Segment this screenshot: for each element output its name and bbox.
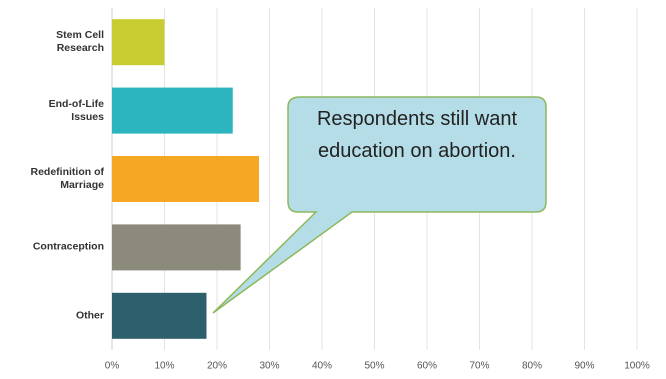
category-label: Other xyxy=(75,309,104,322)
bar xyxy=(112,292,207,339)
x-tick-label: 50% xyxy=(364,361,384,372)
category-label: Redefinition of Marriage xyxy=(30,166,105,191)
x-tick-label: 40% xyxy=(312,361,332,372)
x-tick-label: 90% xyxy=(574,361,594,372)
category-label: Contraception xyxy=(32,240,104,253)
category-label: Stem Cell Research xyxy=(56,29,104,55)
bar xyxy=(112,87,233,134)
x-tick-label: 70% xyxy=(469,361,489,372)
x-tick-label: 20% xyxy=(207,361,227,372)
x-tick-label: 0% xyxy=(105,361,120,372)
bar xyxy=(112,224,241,271)
callout xyxy=(212,96,547,314)
annotation-text: Respondents still want education on abor… xyxy=(316,108,518,162)
x-tick-label: 80% xyxy=(522,361,542,372)
x-tick-label: 60% xyxy=(417,361,437,372)
x-tick-label: 100% xyxy=(624,361,650,372)
category-label: End-of-Life Issues xyxy=(48,97,104,123)
x-tick-label: 10% xyxy=(154,361,174,372)
bar xyxy=(112,156,259,202)
x-tick-label: 30% xyxy=(259,361,279,372)
bar xyxy=(112,19,165,66)
